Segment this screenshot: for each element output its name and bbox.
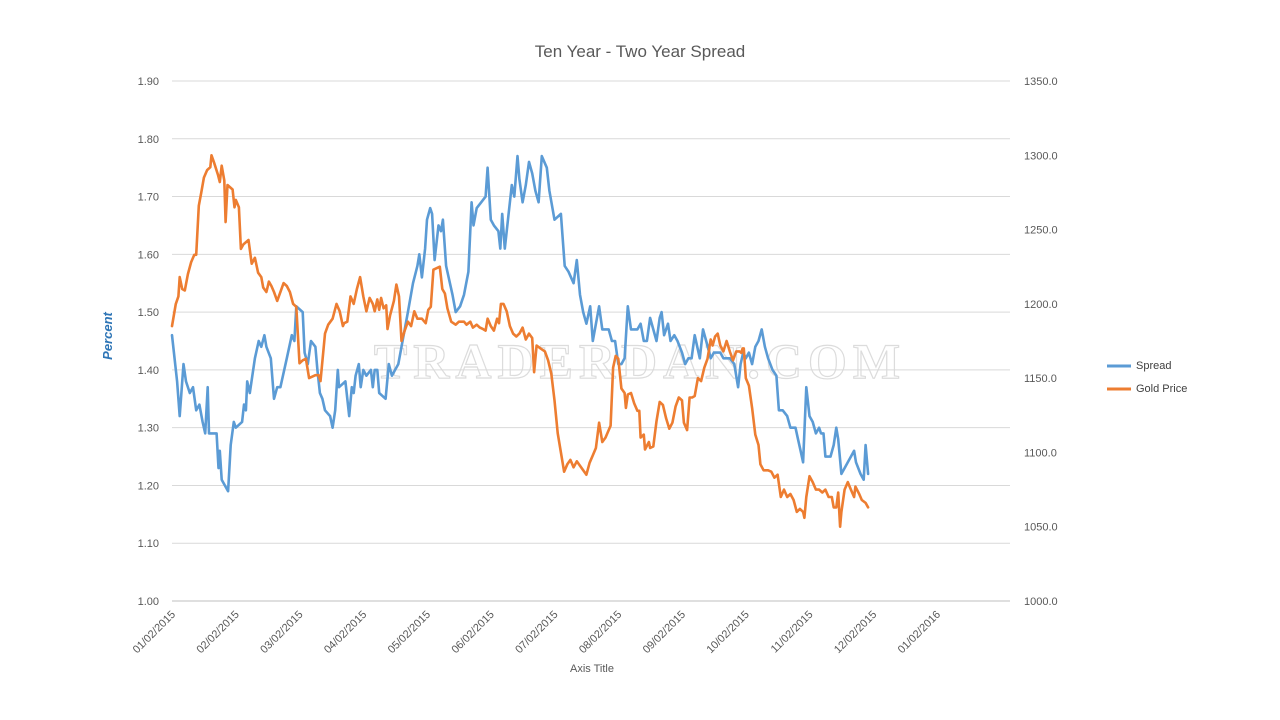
y-axis-title: Percent [100, 311, 115, 359]
y-right-tick-label: 1200.0 [1024, 299, 1058, 311]
y-left-tick-label: 1.10 [138, 538, 159, 550]
watermark-text: TRADERDAN.COM [374, 333, 906, 389]
series-lines [170, 154, 870, 528]
y-left-tick-label: 1.50 [138, 307, 159, 319]
y-left-tick-label: 1.00 [138, 596, 159, 608]
x-tick-label: 09/02/2015 [641, 609, 688, 656]
y-left-tick-label: 1.40 [138, 365, 159, 377]
y-left-tick-label: 1.20 [138, 480, 159, 492]
legend-label-spread: Spread [1136, 360, 1171, 372]
y-left-tick-label: 1.70 [138, 192, 159, 204]
series-line-gold-price [170, 154, 870, 528]
legend-label-gold-price: Gold Price [1136, 383, 1187, 395]
series-line-spread [170, 154, 870, 493]
x-axis-title: Axis Title [570, 663, 614, 675]
x-tick-label: 04/02/2015 [322, 609, 369, 656]
x-tick-label: 06/02/2015 [449, 609, 496, 656]
x-tick-label: 05/02/2015 [386, 609, 433, 656]
x-tick-label: 11/02/2015 [769, 609, 816, 656]
x-tick-label: 07/02/2015 [513, 609, 560, 656]
x-tick-label: 08/02/2015 [577, 609, 624, 656]
y-left-tick-label: 1.60 [138, 249, 159, 261]
y-left-tick-label: 1.90 [138, 76, 159, 88]
y-right-tick-label: 1000.0 [1024, 596, 1058, 608]
y-right-tick-label: 1300.0 [1024, 150, 1058, 162]
legend: Spread Gold Price [1107, 360, 1187, 395]
x-tick-label: 10/02/2015 [704, 609, 751, 656]
chart-title: Ten Year - Two Year Spread [535, 42, 745, 61]
y-left-tick-label: 1.80 [138, 134, 159, 146]
y-left-tick-label: 1.30 [138, 423, 159, 435]
y-right-tick-label: 1250.0 [1024, 225, 1058, 237]
x-tick-label: 01/02/2015 [131, 609, 178, 656]
x-tick-label: 02/02/2015 [194, 609, 241, 656]
watermark: TRADERDAN.COM [373, 332, 906, 389]
y-right-tick-label: 1350.0 [1024, 76, 1058, 88]
x-tick-label: 01/02/2016 [896, 609, 943, 656]
x-tick-label: 03/02/2015 [258, 609, 305, 656]
y-right-tick-label: 1050.0 [1024, 522, 1058, 534]
y-right-tick-label: 1150.0 [1024, 373, 1057, 385]
y-right-tick-label: 1100.0 [1024, 447, 1057, 459]
x-tick-label: 12/02/2015 [832, 609, 879, 656]
